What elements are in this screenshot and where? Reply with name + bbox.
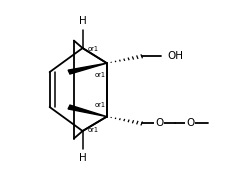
Text: or1: or1 <box>94 102 105 108</box>
Text: O: O <box>155 119 163 129</box>
Text: O: O <box>186 119 194 129</box>
Text: H: H <box>79 153 86 163</box>
Text: or1: or1 <box>88 46 99 53</box>
Text: or1: or1 <box>94 72 105 78</box>
Text: H: H <box>79 16 86 26</box>
Polygon shape <box>68 105 107 117</box>
Text: or1: or1 <box>88 127 99 133</box>
Text: OH: OH <box>168 51 184 61</box>
Polygon shape <box>68 63 107 74</box>
